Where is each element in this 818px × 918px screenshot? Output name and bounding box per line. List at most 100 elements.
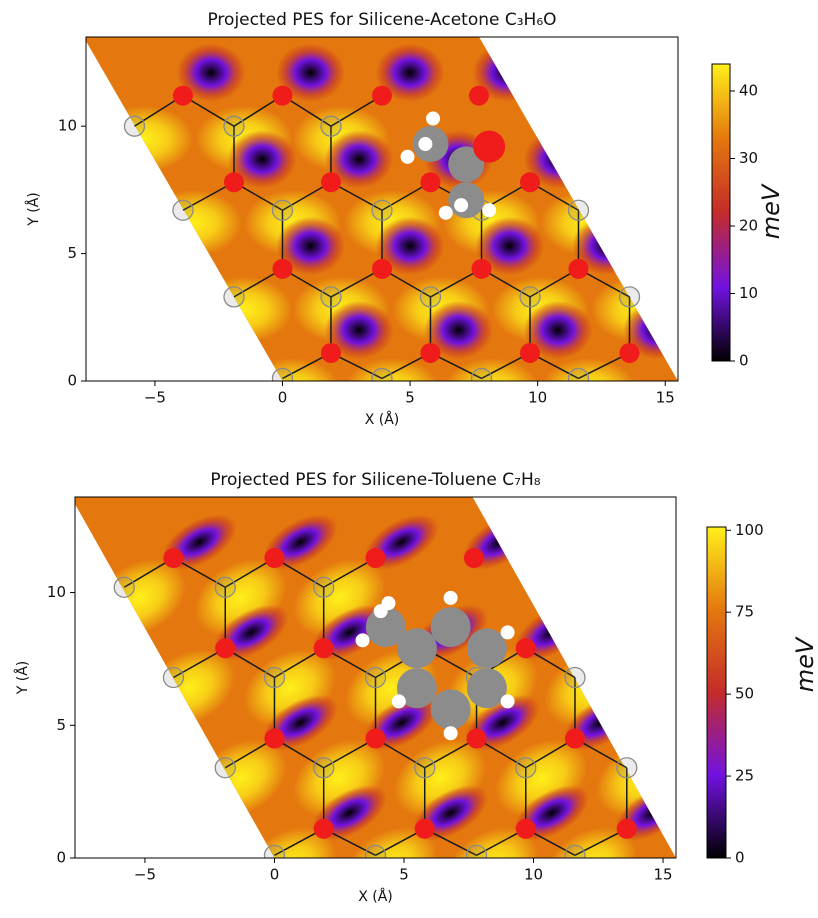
colorbar-label: meV — [757, 183, 785, 239]
silicon-upper-atom — [515, 818, 536, 839]
silicon-lower-atom — [320, 115, 342, 137]
field-low — [375, 216, 445, 276]
x-tick-label: 0 — [278, 389, 288, 407]
x-axis-label: X (Å) — [358, 888, 393, 905]
silicon-upper-atom — [414, 818, 435, 839]
axes-frame — [74, 496, 677, 859]
silicon-upper-atom — [619, 342, 640, 363]
x-tick-label: 5 — [399, 866, 409, 884]
field-high — [544, 827, 637, 858]
y-tick-label: 5 — [67, 244, 77, 262]
silicon-lower-atom — [123, 115, 146, 137]
silicon-lower-atom — [616, 757, 638, 779]
hydrogen-atom — [391, 694, 406, 709]
colorbar-tick-label: 30 — [739, 149, 758, 167]
field-high — [446, 827, 539, 858]
silicon-lower-atom — [223, 286, 245, 308]
silicon-lower-atom — [419, 286, 442, 308]
silicon-upper-atom — [372, 85, 392, 106]
y-tick-label: 10 — [47, 583, 66, 601]
hydrogen-atom — [482, 203, 497, 218]
carbon-atom — [448, 182, 485, 219]
plot-area — [86, 37, 678, 381]
hydrogen-atom — [500, 694, 515, 709]
colorbar-tick-label: 0 — [735, 849, 745, 867]
field-high — [96, 105, 194, 173]
silicon-lower-atom — [162, 666, 185, 689]
silicon-upper-atom — [313, 818, 334, 839]
hydrogen-atom — [355, 633, 370, 648]
axes-frame — [85, 36, 679, 382]
field-low — [424, 300, 493, 360]
silicon-lower-atom — [263, 844, 286, 858]
colorbar-tick-label: 25 — [735, 767, 754, 785]
silicon-upper-atom — [372, 258, 392, 279]
silicon-upper-atom — [365, 728, 386, 749]
field-high — [144, 189, 242, 257]
chart-title: Projected PES for Silicene-Acetone C₃H₆O — [207, 10, 556, 30]
carbon-atom — [430, 607, 471, 648]
y-tick-label: 5 — [56, 716, 66, 734]
oxygen-atom — [473, 130, 506, 163]
silicon-upper-atom — [163, 548, 184, 569]
silicon-lower-atom — [320, 286, 342, 308]
plot-area — [75, 497, 676, 858]
x-tick-label: 0 — [270, 866, 280, 884]
silicon-upper-atom — [264, 728, 285, 749]
silicon-lower-atom — [172, 199, 194, 221]
hydrogen-atom — [443, 726, 458, 741]
silicon-lower-atom — [519, 286, 541, 308]
y-tick-label: 0 — [67, 372, 77, 390]
field-high — [443, 358, 541, 381]
silicon-upper-atom — [215, 638, 236, 659]
field-high — [540, 358, 638, 381]
y-tick-label: 0 — [56, 849, 66, 867]
carbon-atom — [396, 628, 437, 669]
silicon-upper-atom — [272, 258, 293, 279]
field-low — [324, 300, 394, 360]
hydrogen-atom — [443, 590, 458, 605]
hydrogen-atom — [400, 149, 415, 164]
silicon-upper-atom — [616, 818, 637, 839]
silicon-lower-atom — [567, 199, 590, 221]
silicon-lower-atom — [371, 367, 393, 381]
silicon-upper-atom — [365, 548, 386, 569]
silicon-lower-atom — [470, 367, 493, 381]
hydrogen-atom — [426, 111, 441, 126]
field-high — [195, 276, 293, 343]
hydrogen-atom — [438, 205, 453, 220]
field-high — [343, 358, 441, 381]
x-tick-label: 15 — [656, 389, 675, 407]
silicon-upper-atom — [520, 342, 540, 363]
carbon-atom — [448, 146, 485, 183]
field-high — [244, 358, 342, 381]
colorbar-label: meV — [791, 636, 818, 692]
field-low — [523, 300, 593, 360]
hydrogen-atom — [500, 625, 515, 640]
silicon-lower-atom — [371, 199, 393, 221]
silicon-lower-atom — [465, 844, 488, 858]
silicon-upper-atom — [272, 85, 293, 106]
x-tick-label: −5 — [144, 389, 166, 407]
hydrogen-atom — [418, 137, 433, 152]
carbon-atom — [430, 689, 471, 730]
silicon-lower-atom — [271, 367, 294, 381]
x-tick-label: 10 — [524, 866, 543, 884]
silicon-lower-atom — [567, 367, 590, 381]
silicon-upper-atom — [313, 638, 334, 659]
silicon-lower-atom — [564, 666, 586, 689]
colorbar-tick-label: 75 — [735, 603, 754, 621]
y-tick-label: 10 — [58, 117, 77, 135]
silicon-upper-atom — [320, 342, 341, 363]
carbon-atom — [396, 668, 437, 709]
silicon-lower-atom — [113, 576, 135, 598]
field-low — [176, 43, 246, 102]
silicon-upper-atom — [520, 172, 540, 193]
silicon-upper-atom — [568, 258, 589, 279]
colorbar-tick-label: 0 — [739, 352, 749, 370]
silicon-lower-atom — [618, 286, 641, 308]
silicon-upper-atom — [466, 728, 487, 749]
colorbar-tick-label: 100 — [735, 521, 764, 539]
colorbar-tick-label: 40 — [739, 82, 758, 100]
